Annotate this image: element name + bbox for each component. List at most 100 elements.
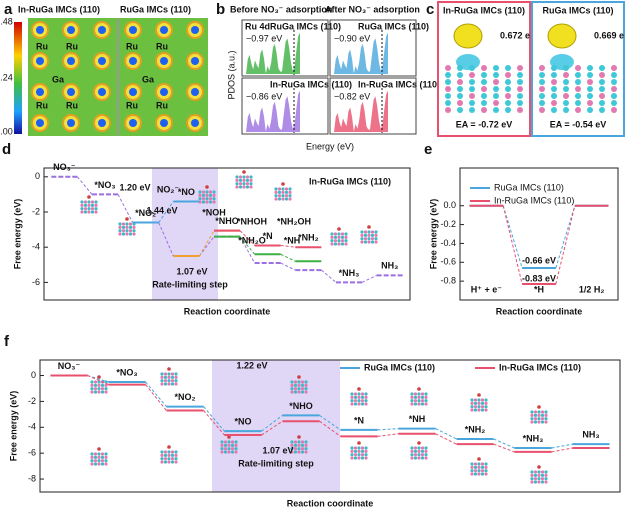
atom	[484, 462, 488, 466]
atom	[417, 453, 421, 457]
atom	[290, 390, 294, 394]
atom	[340, 235, 345, 239]
label: In-RuGa IMCs (110)	[270, 79, 352, 89]
atom	[97, 455, 101, 459]
atom	[212, 197, 216, 201]
atom	[104, 383, 108, 387]
panel-letter: b	[216, 1, 225, 18]
connector	[239, 236, 256, 255]
atom	[97, 380, 101, 384]
atom	[104, 452, 108, 456]
atom	[242, 178, 246, 182]
atom	[83, 200, 88, 204]
atom	[80, 200, 84, 204]
atom	[90, 210, 95, 214]
atom	[293, 383, 298, 387]
y-tick-label: -6	[32, 277, 40, 287]
atom	[540, 420, 545, 424]
atom	[457, 86, 463, 92]
atom	[357, 399, 361, 403]
atom	[227, 443, 231, 447]
connector	[361, 274, 377, 283]
atom	[544, 473, 548, 477]
plot-frame	[459, 167, 619, 301]
atom	[473, 405, 478, 409]
atom	[611, 86, 617, 92]
atom	[293, 387, 298, 391]
structure-thumbnail	[80, 195, 98, 214]
atom	[480, 465, 485, 469]
annotation: *NOH	[202, 207, 226, 217]
connector	[145, 381, 167, 407]
atom	[132, 225, 136, 229]
atom	[87, 203, 91, 207]
atom	[125, 225, 129, 229]
adsorbate	[97, 375, 101, 379]
connector	[198, 236, 215, 257]
atom	[94, 203, 98, 207]
atom	[163, 372, 168, 376]
atom	[90, 455, 94, 459]
atom	[94, 207, 98, 211]
atom-label: Ru	[126, 41, 138, 51]
atom	[274, 194, 278, 198]
atom	[350, 395, 354, 399]
atom	[304, 383, 308, 387]
y-axis-label: Free energy (eV)	[12, 199, 22, 270]
atom	[87, 200, 91, 204]
connector	[321, 269, 337, 283]
structure-thumbnail	[360, 225, 378, 244]
atom	[118, 232, 122, 236]
atom	[363, 230, 368, 234]
adsorbate	[367, 225, 371, 229]
atom	[457, 100, 463, 106]
atom	[300, 390, 305, 394]
atom	[544, 413, 548, 417]
atom	[300, 450, 305, 454]
atom	[410, 456, 414, 460]
connector	[319, 414, 341, 431]
atom	[493, 93, 499, 99]
atom	[353, 446, 358, 450]
atom	[344, 232, 348, 236]
atom	[445, 100, 451, 106]
connector	[158, 201, 174, 223]
atom	[132, 229, 136, 233]
atom	[163, 382, 168, 386]
atom	[551, 72, 557, 78]
atom	[537, 470, 541, 474]
atom-label: Ru	[66, 41, 78, 51]
adsorbate	[417, 387, 421, 391]
label: 0.672 e	[500, 30, 530, 40]
atom	[97, 452, 101, 456]
atom	[540, 410, 545, 414]
atom	[537, 480, 541, 484]
atom	[477, 401, 481, 405]
atom	[97, 387, 101, 391]
atom	[424, 395, 428, 399]
atom	[94, 200, 98, 204]
atom	[484, 401, 488, 405]
atom	[297, 380, 301, 384]
atom	[473, 398, 478, 402]
atom	[293, 380, 298, 384]
atom	[118, 229, 122, 233]
atom	[599, 65, 605, 71]
atom	[517, 72, 523, 78]
adsorbate	[537, 405, 541, 409]
atom	[245, 182, 250, 186]
atom	[242, 185, 246, 189]
atom	[160, 453, 164, 457]
atom	[333, 239, 338, 243]
atom	[410, 446, 414, 450]
atom	[410, 399, 414, 403]
atom	[493, 86, 499, 92]
atom	[611, 79, 617, 85]
atom	[533, 410, 538, 414]
atom	[90, 383, 94, 387]
structure-thumbnail	[530, 465, 548, 484]
atom	[410, 453, 414, 457]
atom	[205, 197, 209, 201]
atom	[304, 440, 308, 444]
